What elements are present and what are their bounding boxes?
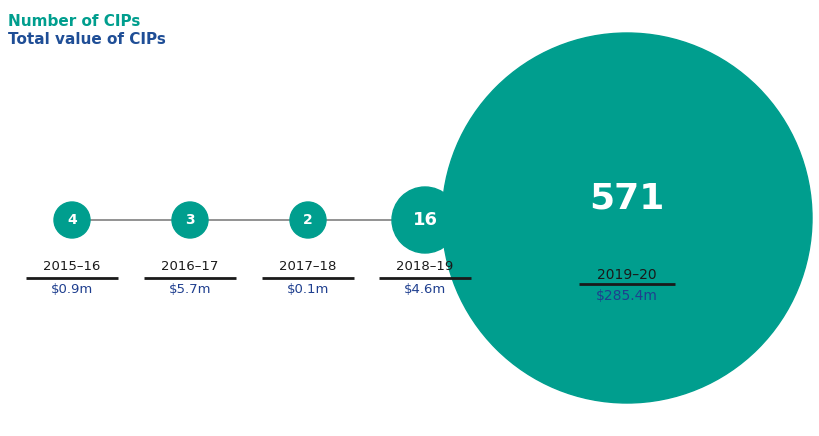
Circle shape xyxy=(441,33,811,403)
Text: 2: 2 xyxy=(303,213,313,227)
Text: 2015–16: 2015–16 xyxy=(43,260,101,273)
Text: Total value of CIPs: Total value of CIPs xyxy=(8,32,165,47)
Text: $285.4m: $285.4m xyxy=(595,289,657,303)
Circle shape xyxy=(290,202,326,238)
Text: $0.1m: $0.1m xyxy=(287,283,328,296)
Text: 2019–20: 2019–20 xyxy=(596,268,656,282)
Circle shape xyxy=(391,187,458,253)
Circle shape xyxy=(172,202,208,238)
Text: 571: 571 xyxy=(589,181,664,215)
Text: 2016–17: 2016–17 xyxy=(161,260,219,273)
Text: Number of CIPs: Number of CIPs xyxy=(8,14,140,29)
Text: 3: 3 xyxy=(185,213,195,227)
Text: 16: 16 xyxy=(412,211,437,229)
Circle shape xyxy=(54,202,90,238)
Text: $5.7m: $5.7m xyxy=(169,283,211,296)
Text: $4.6m: $4.6m xyxy=(404,283,446,296)
Text: 2018–19: 2018–19 xyxy=(396,260,453,273)
Text: $0.9m: $0.9m xyxy=(51,283,93,296)
Text: 4: 4 xyxy=(67,213,77,227)
Text: 2017–18: 2017–18 xyxy=(279,260,337,273)
